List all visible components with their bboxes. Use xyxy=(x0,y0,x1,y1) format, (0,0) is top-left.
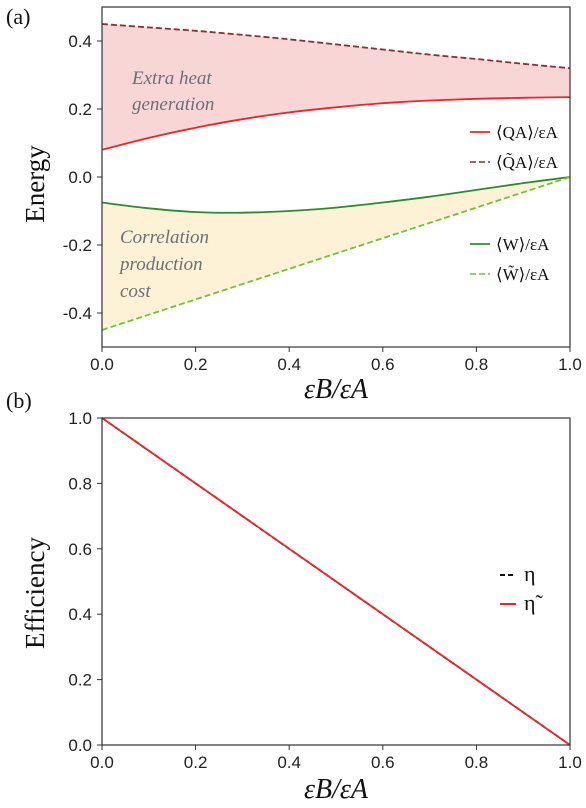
annotation-correlation-line-3: cost xyxy=(120,281,151,302)
legend-b: η η̃ xyxy=(500,561,544,615)
x-tick-label-b-1: 0.2 xyxy=(184,753,208,772)
x-tick-label-a-5: 1.0 xyxy=(558,355,582,374)
x-tick-label-a-3: 0.6 xyxy=(371,355,395,374)
y-tick-label-a-2: 0.0 xyxy=(68,168,92,187)
panel-a: (a) 0.0 0.2 0.4 0.6 0.8 1.0-0.4-0.20.00.20.4 … xyxy=(6,4,582,405)
y-tick-label-a-3: 0.2 xyxy=(68,100,92,119)
x-tick-label-a-0: 0.0 xyxy=(90,355,114,374)
series-line-a-2 xyxy=(101,23,571,70)
x-tick-label-a-2: 0.4 xyxy=(277,355,301,374)
y-tick-label-b-5: 1.0 xyxy=(68,409,92,428)
series-line-a-3 xyxy=(101,176,571,214)
panel-b-label: (b) xyxy=(6,388,32,413)
y-tick-label-a-1: -0.2 xyxy=(63,236,92,255)
series-line-a-1 xyxy=(101,96,571,151)
x-tick-label-b-4: 0.8 xyxy=(465,753,489,772)
x-tick-label-a-4: 0.8 xyxy=(465,355,489,374)
legend-label-eta-tilde: η̃ xyxy=(524,590,544,615)
series-line-a-4 xyxy=(101,176,571,331)
legend-label-qa: ⟨QA⟩/εA xyxy=(496,123,559,142)
x-tick-label-b-5: 1.0 xyxy=(558,753,582,772)
panel-a-xlabel: εB/εA xyxy=(304,374,369,405)
panel-b: (b) 0.0 0.2 0.4 0.6 0.8 1.0 0.0 0.2 0.4 0.6 0.8 1.0… xyxy=(6,388,582,805)
y-tick-label-a-4: 0.4 xyxy=(68,32,92,51)
y-tick-label-a-0: -0.4 xyxy=(63,304,92,323)
legend-a: ⟨QA⟩/εA ⟨Q̃A⟩/εA ⟨W⟩/εA ⟨W̃⟩/εA xyxy=(470,123,559,284)
legend-label-qa-tilde: ⟨Q̃A⟩/εA xyxy=(496,153,559,172)
panel-a-ylabel: Energy xyxy=(20,145,50,223)
y-tick-label-b-2: 0.4 xyxy=(68,605,92,624)
panel-a-label: (a) xyxy=(6,4,30,29)
panel-b-ylabel: Efficiency xyxy=(20,537,50,649)
series-line-b-2 xyxy=(101,417,571,746)
legend-label-w: ⟨W⟩/εA xyxy=(496,235,550,254)
legend-label-w-tilde: ⟨W̃⟩/εA xyxy=(496,265,550,284)
annotation-extra-heat-line-2: generation xyxy=(132,94,214,115)
y-tick-label-b-1: 0.2 xyxy=(68,671,92,690)
panel-b-xlabel: εB/εA xyxy=(304,774,369,805)
y-tick-label-b-3: 0.6 xyxy=(68,540,92,559)
x-tick-label-b-0: 0.0 xyxy=(90,753,114,772)
y-tick-label-b-4: 0.8 xyxy=(68,474,92,493)
annotation-correlation-line-1: Correlation xyxy=(120,227,209,248)
x-tick-label-b-3: 0.6 xyxy=(371,753,395,772)
annotation-extra-heat-line-1: Extra heat xyxy=(131,68,212,89)
panel-b-frame xyxy=(101,417,571,746)
fill-region-1 xyxy=(102,24,570,150)
y-tick-label-b-0: 0.0 xyxy=(68,736,92,755)
x-tick-label-a-1: 0.2 xyxy=(184,355,208,374)
annotation-correlation-line-2: production xyxy=(118,254,203,275)
x-tick-label-b-2: 0.4 xyxy=(277,753,301,772)
legend-label-eta: η xyxy=(524,561,536,586)
